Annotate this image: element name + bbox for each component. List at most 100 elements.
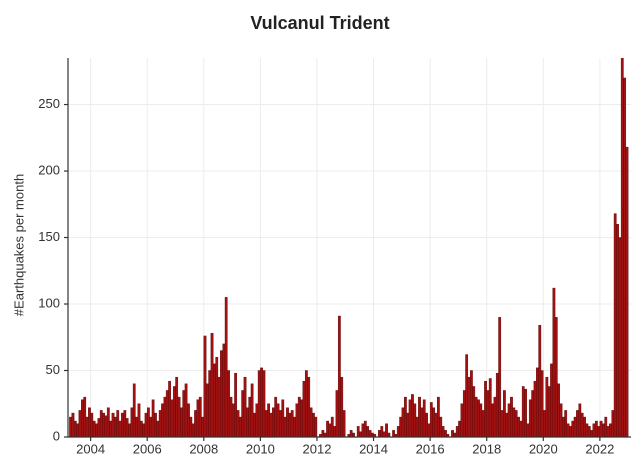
bar	[69, 416, 72, 438]
bar	[139, 420, 143, 438]
bar	[147, 407, 150, 438]
bar	[465, 354, 469, 438]
bar	[521, 386, 525, 438]
bar	[328, 423, 332, 438]
bar	[137, 403, 141, 438]
bar	[566, 423, 570, 438]
bar	[116, 410, 120, 438]
bar	[573, 416, 577, 438]
x-tick-label: 2010	[246, 441, 275, 456]
bar	[559, 403, 563, 438]
bar	[165, 390, 169, 438]
bar	[571, 420, 575, 438]
bar	[111, 412, 115, 438]
bar	[552, 287, 556, 438]
bar	[243, 376, 247, 438]
bars	[69, 58, 629, 438]
bar	[378, 430, 381, 438]
y-axis-label: #Earthquakes per month	[11, 174, 26, 316]
bar	[128, 423, 131, 438]
bar	[92, 420, 96, 438]
bar	[203, 335, 207, 438]
bar	[550, 363, 553, 438]
bar	[418, 396, 421, 438]
bar	[172, 386, 176, 438]
bar	[106, 407, 110, 438]
bar	[340, 376, 344, 438]
x-tick-label: 2014	[359, 441, 388, 456]
bar	[300, 399, 304, 438]
bar	[403, 396, 407, 438]
bar	[512, 407, 516, 438]
bar	[144, 412, 148, 438]
bar	[432, 407, 436, 438]
bar	[288, 412, 292, 438]
bar	[526, 423, 530, 438]
bar	[250, 383, 254, 438]
bar	[425, 412, 428, 438]
bar	[536, 367, 539, 438]
axes: 0 50 100 150 200 250 2004 2006 2008 2010 2012 2014 2…	[38, 58, 631, 456]
chart-title: Vulcanul Trident	[250, 13, 389, 33]
bar	[113, 416, 117, 438]
y-tick-label: 200	[38, 162, 60, 177]
bar	[606, 426, 610, 438]
bar	[182, 390, 186, 438]
bar	[149, 416, 153, 438]
bar	[224, 297, 228, 438]
bar	[234, 372, 238, 438]
bar	[576, 410, 579, 438]
bar	[503, 390, 506, 438]
bar	[302, 380, 306, 438]
bar	[470, 370, 473, 438]
bar	[187, 403, 190, 438]
bar	[118, 420, 122, 438]
y-tick-label: 50	[46, 362, 60, 377]
bar	[154, 412, 157, 438]
bar	[208, 370, 212, 438]
x-tick-label: 2016	[416, 441, 445, 456]
bar	[580, 412, 584, 438]
x-tick-label: 2020	[529, 441, 558, 456]
bar	[363, 420, 367, 438]
bar	[359, 431, 362, 438]
bar	[481, 410, 485, 438]
bar	[180, 407, 183, 438]
bar	[81, 399, 84, 438]
bar	[85, 416, 89, 438]
y-tick-label: 100	[38, 295, 60, 310]
bar	[460, 403, 464, 438]
bar	[257, 370, 261, 438]
bar	[175, 376, 179, 438]
x-tick-label: 2008	[189, 441, 218, 456]
bar	[309, 407, 313, 438]
bar	[163, 396, 167, 438]
x-tick-label: 2004	[76, 441, 105, 456]
bar	[307, 376, 311, 438]
x-tick-label: 2006	[133, 441, 162, 456]
bar	[623, 77, 627, 438]
bar	[314, 416, 318, 438]
bar	[561, 416, 565, 438]
bar	[472, 386, 476, 438]
bar	[95, 423, 98, 438]
bar	[578, 403, 582, 438]
bar	[597, 426, 601, 438]
grid	[68, 58, 631, 438]
bar	[194, 410, 197, 438]
bar	[210, 333, 214, 438]
bar	[406, 412, 410, 438]
bar	[533, 380, 537, 438]
bar	[467, 376, 471, 438]
bar	[495, 372, 499, 438]
bar	[585, 423, 589, 438]
bar	[429, 402, 433, 438]
bar	[158, 410, 162, 438]
bar	[125, 418, 129, 438]
bar	[524, 388, 528, 438]
bar	[540, 370, 544, 438]
bar	[554, 317, 558, 438]
bar	[422, 399, 426, 438]
bar	[297, 396, 301, 438]
